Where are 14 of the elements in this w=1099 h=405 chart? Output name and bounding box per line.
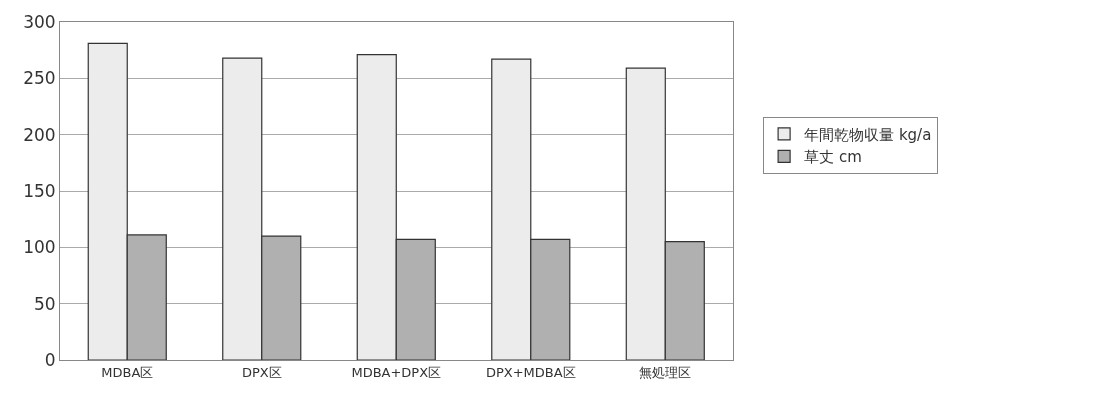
x-tick-label: 無処理区	[639, 364, 692, 380]
y-tick-label: 50	[33, 293, 56, 314]
legend-label: 年間乾物収量 kg/a	[804, 125, 932, 144]
x-tick-label: DPX+MDBA区	[485, 364, 576, 380]
y-tick-label: 250	[23, 68, 56, 89]
y-tick-label: 300	[23, 11, 56, 32]
y-tick-label: 150	[23, 180, 56, 201]
x-tick-label: MDBA区	[101, 364, 154, 380]
y-tick-label: 0	[44, 349, 56, 370]
x-tick-label: DPX区	[241, 364, 282, 380]
y-tick-label: 100	[23, 237, 56, 258]
y-tick-label: 200	[23, 124, 56, 145]
x-tick-label: MDBA+DPX区	[351, 364, 442, 380]
legend-label: 草丈 cm	[804, 148, 862, 167]
